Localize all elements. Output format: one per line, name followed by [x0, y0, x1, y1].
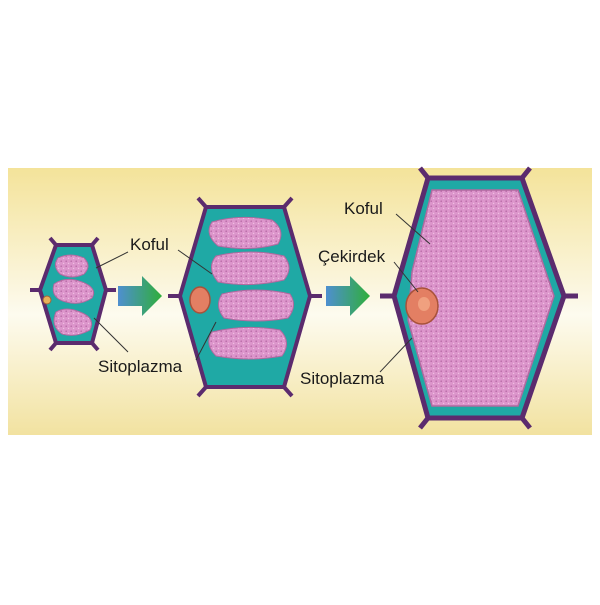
label-sitoplazma-2: Sitoplazma [300, 369, 385, 388]
nucleolus [418, 297, 430, 311]
mature-cell [380, 166, 578, 430]
vacuole [218, 289, 294, 322]
pointer-line [195, 321, 217, 361]
vacuole [208, 216, 282, 250]
pointer-line [95, 251, 129, 269]
nucleus [42, 295, 52, 305]
arrow-right-icon [326, 276, 370, 316]
arrow-right-icon [118, 276, 162, 316]
pointer-line [177, 249, 213, 275]
vacuole [54, 254, 89, 278]
vacuole [52, 278, 95, 304]
wall-spur [380, 166, 578, 430]
label-koful-1: Koful [130, 235, 169, 254]
vacuole [211, 251, 290, 286]
growing-cell [168, 196, 322, 398]
wall-spur [168, 196, 322, 398]
vacuole [407, 189, 555, 407]
vacuole [53, 308, 93, 336]
nucleus [189, 286, 211, 314]
pointer-line [93, 317, 129, 353]
pointer-line [395, 213, 431, 245]
vacuole [208, 326, 287, 360]
pointer-line [393, 261, 419, 293]
wall-spur [30, 236, 116, 352]
label-sitoplazma-1: Sitoplazma [98, 357, 183, 376]
young-cell [30, 236, 116, 352]
label-koful-2: Koful [344, 199, 383, 218]
pointer-line [379, 337, 413, 373]
label-cekirdek: Çekirdek [318, 247, 386, 266]
